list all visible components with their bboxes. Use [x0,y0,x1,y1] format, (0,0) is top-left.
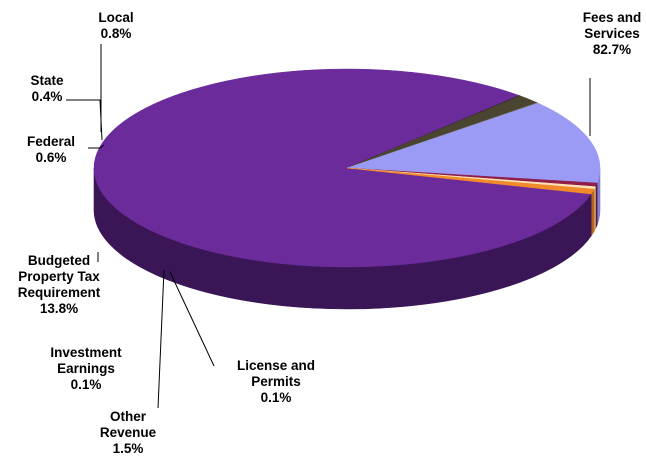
slice-label-line: 0.4% [32,89,63,104]
slice-label-line: 82.7% [593,42,631,57]
slice-label-line: 13.8% [40,301,78,316]
slice-label-line: Earnings [57,361,115,376]
slice-label-line: Federal [27,134,75,149]
leader-line-other-revenue [157,269,165,409]
leader-lines [66,44,591,409]
slice-label-line: Other [110,409,147,424]
slice-label-line: 0.1% [261,390,292,405]
slice-label-line: Requirement [18,285,101,300]
slice-label-license-and-permits: License and Permits 0.1% [237,358,315,405]
slice-label-fees-and-services: Fees and Services 82.7% [583,10,642,57]
slice-label-line: Permits [251,374,301,389]
slice-label-line: Local [98,10,133,25]
slice-label-line: Budgeted [28,253,90,268]
slice-label-line: Property Tax [18,269,100,284]
leader-line-license-and-permits [169,271,215,367]
slice-label-federal: Federal 0.6% [27,134,75,165]
slice-label-line: State [30,73,64,88]
slice-label-other-revenue: Other Revenue 1.5% [100,409,157,456]
slice-label-state: State 0.4% [30,73,64,104]
slice-fees-and-services [93,68,592,268]
slice-label-line: 1.5% [113,441,144,456]
slice-budgeted-property-tax-requirement [346,102,601,184]
slice-label-line: License and [237,358,315,373]
slice-label-investment-earnings: Investment Earnings 0.1% [50,345,122,392]
slice-label-line: Investment [50,345,122,360]
slice-label-line: 0.1% [71,377,102,392]
pie-slices [93,68,601,268]
slice-label-line: Revenue [100,425,157,440]
slice-side-local [590,187,595,237]
slice-label-line: Fees and [583,10,642,25]
slice-label-budgeted-property-tax-requirement: Budgeted Property Tax Requirement 13.8% [18,253,101,316]
slice-local [346,167,595,195]
slice-label-line: 0.8% [101,26,132,41]
slice-label-line: Services [584,26,640,41]
slice-label-line: 0.6% [36,150,67,165]
slice-label-local: Local 0.8% [98,10,133,41]
leader-line-federal [88,144,105,149]
slice-labels: Fees and Services 82.7%License and Permits 0… [18,10,642,456]
